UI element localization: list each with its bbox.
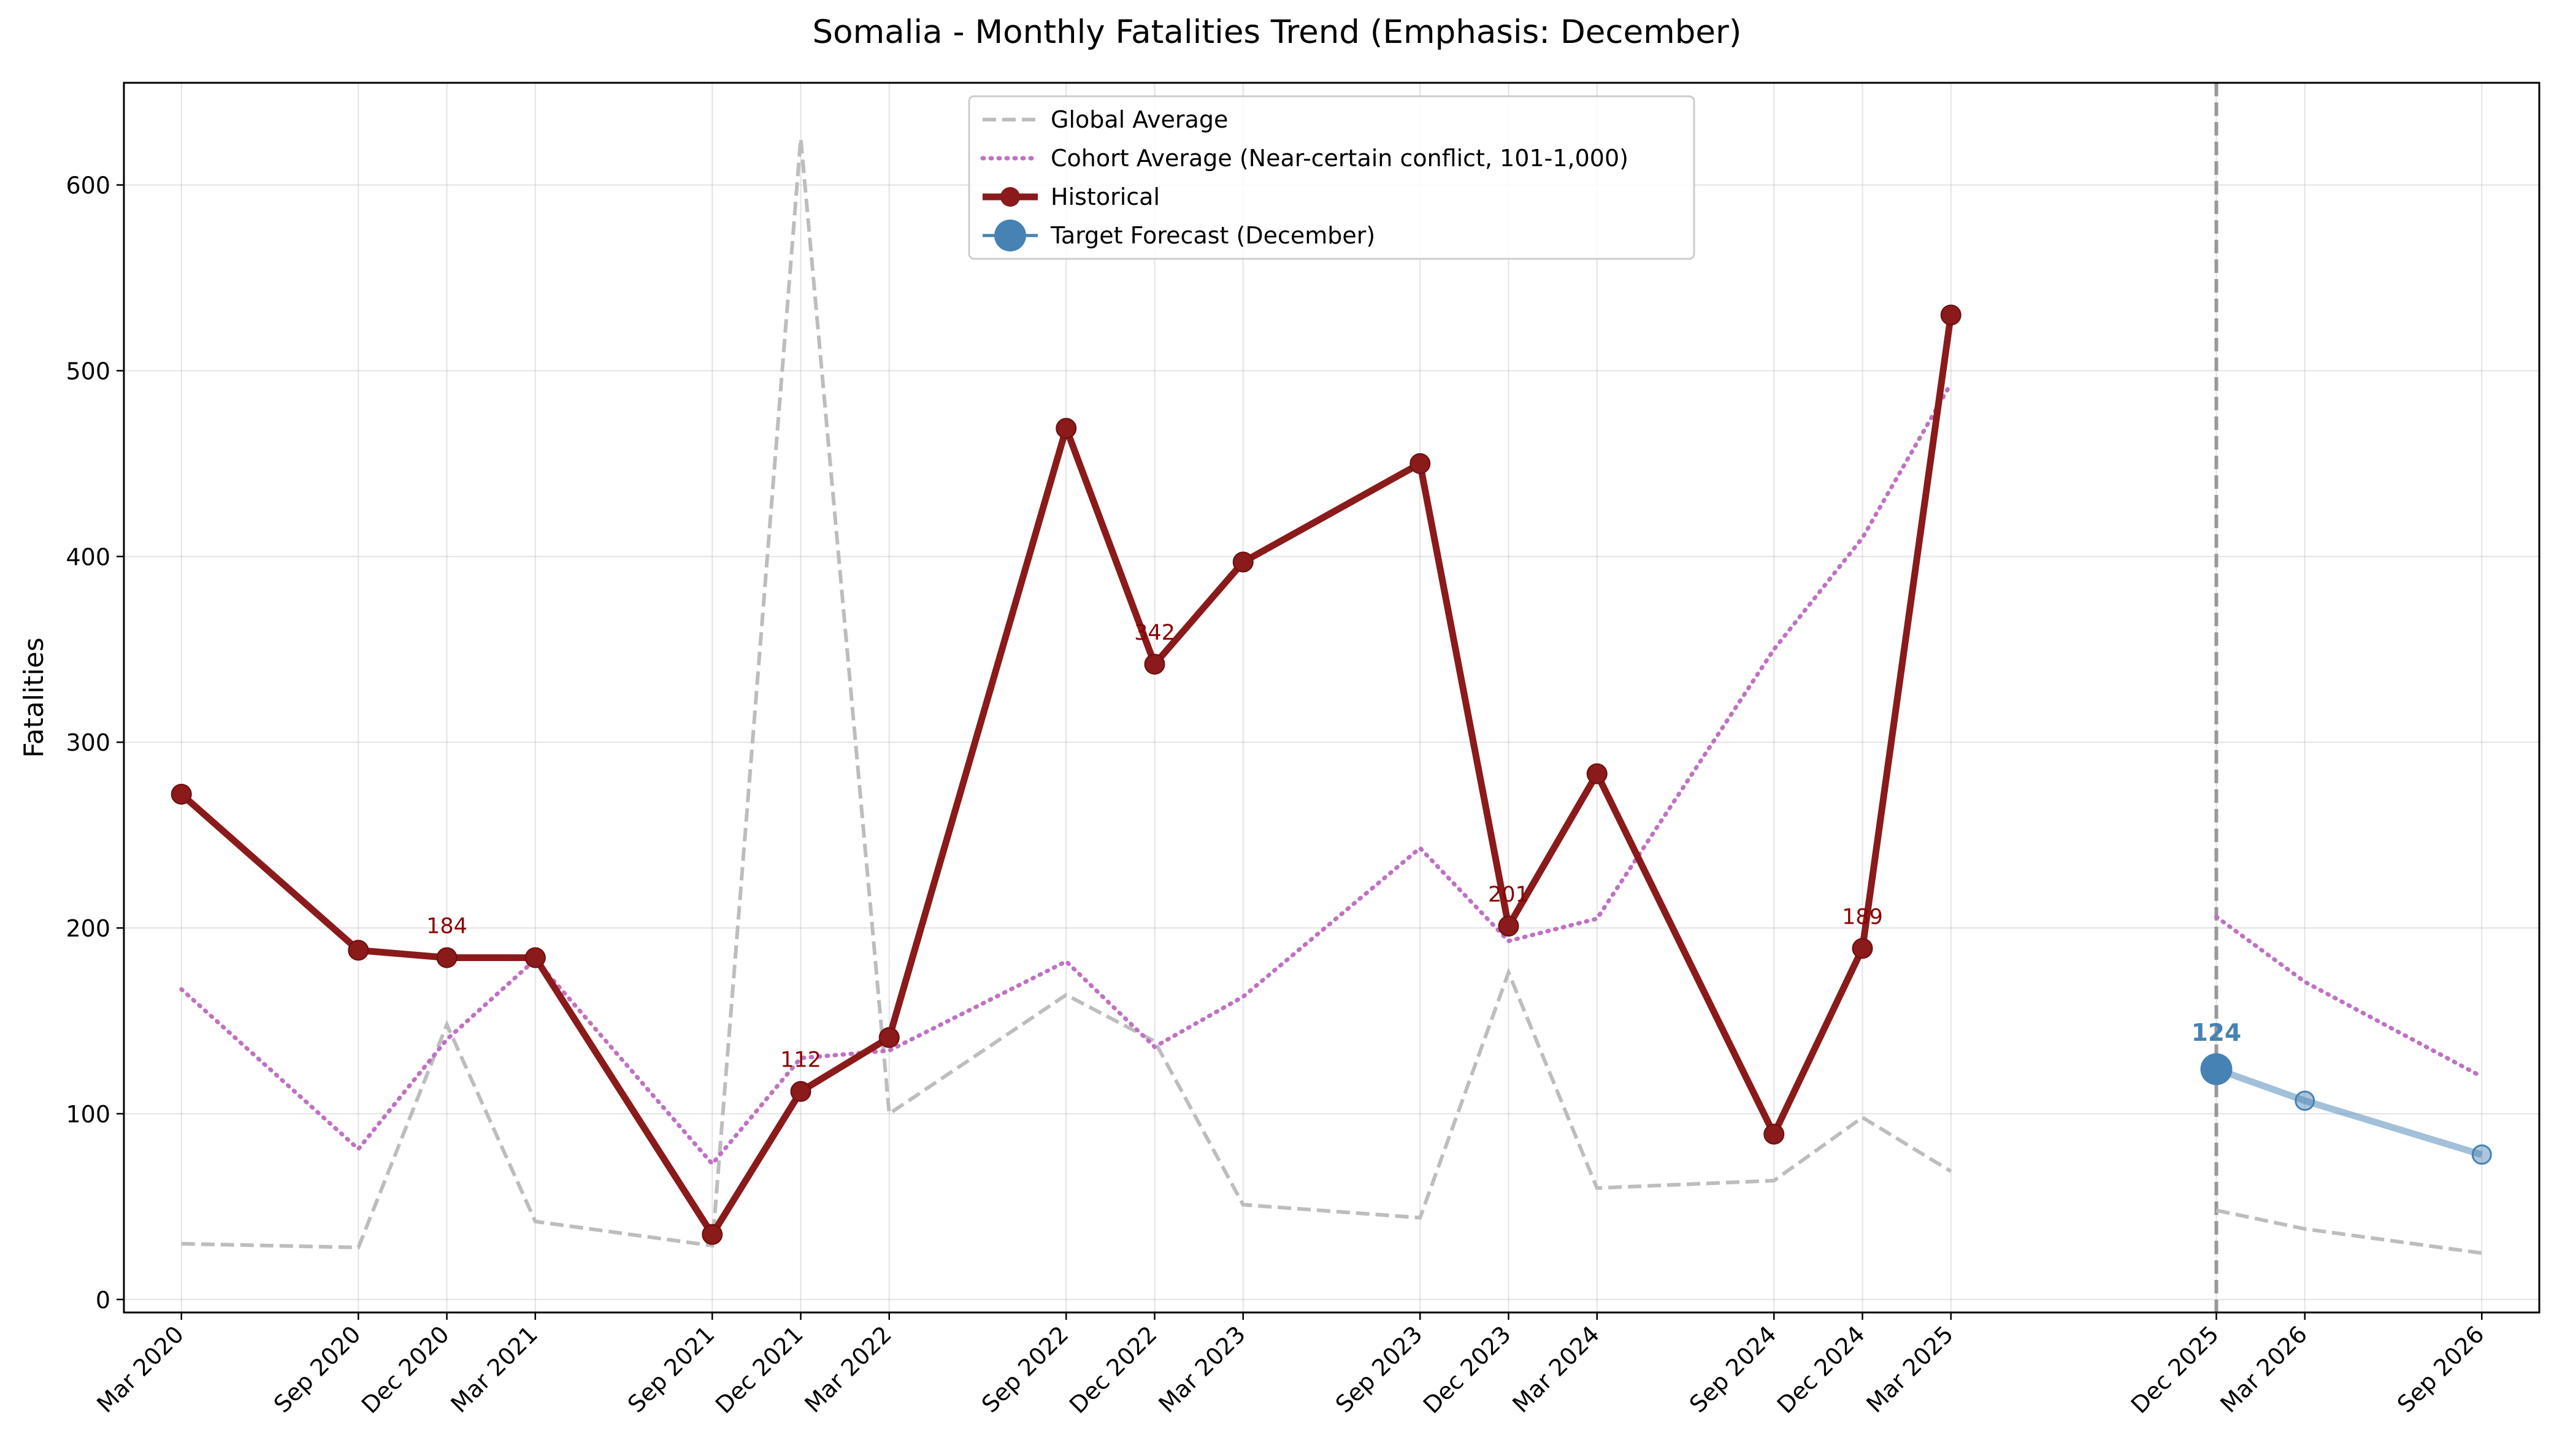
historical-point-dec-2020 [436,947,458,968]
historical-point-mar-2020 [171,783,192,805]
data-label-dec-2021: 112 [780,1048,821,1073]
legend: Global Average Cohort Average (Near-certa… [968,95,1695,260]
historical-point-sep-2020 [348,940,369,961]
data-label-dec-2020: 184 [426,914,467,939]
historical-point-mar-2024 [1586,763,1608,784]
series-line-cohort-average-forecast [2214,914,2484,1079]
y-tick-label-400: 400 [66,543,110,570]
historical-point-sep-2022 [1056,418,1077,439]
legend-target-forecast-december-label: Target Forecast (December) [1050,222,1375,249]
series-layer [179,83,2484,1312]
series-line-global-average-forecast [2215,1208,2482,1255]
historical-point-sep-2021 [702,1224,723,1245]
plot-frame [123,82,2541,1314]
forecast-point-sep-2026 [2471,1144,2492,1165]
y-tick-label-500: 500 [66,358,110,385]
y-tick-label-100: 100 [66,1101,110,1128]
historical-point-sep-2024 [1763,1124,1785,1145]
historical-point-mar-2021 [524,947,546,968]
data-label-dec-2022: 342 [1134,621,1175,645]
grid-layer [124,83,2539,1312]
series-line-global-average [181,138,1952,1250]
historical-point-sep-2023 [1409,453,1431,474]
forecast-point-mar-2026 [2295,1090,2315,1111]
series-line-forecast [2215,1066,2483,1158]
legend-global-average-label: Global Average [1051,106,1228,133]
historical-point-dec-2022 [1144,653,1165,675]
historical-point-dec-2021 [790,1081,811,1102]
historical-point-mar-2025 [1940,304,1962,326]
chart-title: Somalia - Monthly Fatalities Trend (Emph… [813,13,1742,51]
historical-point-dec-2023 [1498,916,1519,937]
forecast-data-label: 124 [2192,1019,2241,1047]
historical-point-dec-2024 [1852,938,1873,959]
annotation-layer: 184 112 342 201 189 124 [426,621,2241,1073]
marker-layer [171,304,2492,1245]
y-tick-label-300: 300 [66,729,110,756]
legend-cohort-average-near-certain-conflict-101-1-000-label: Cohort Average (Near-certain conflict, 1… [1051,145,1628,172]
legend-frame [968,95,1695,260]
series-line-cohort-average [179,381,1954,1168]
target-forecast-point [2200,1053,2233,1086]
y-tick-label-0: 0 [96,1287,110,1314]
data-label-dec-2023: 201 [1488,883,1529,907]
y-tick-label-600: 600 [66,172,110,199]
historical-point-mar-2022 [878,1027,900,1048]
historical-point-mar-2023 [1232,551,1254,573]
y-tick-label-200: 200 [66,915,110,942]
y-axis-label: Fatalities [18,637,50,757]
legend-historical-label: Historical [1051,183,1160,210]
legend-historical-marker [1000,187,1020,207]
data-label-dec-2024: 189 [1842,905,1883,929]
series-line-historical [179,314,1955,1238]
legend-target-forecast-december-marker [994,220,1026,251]
